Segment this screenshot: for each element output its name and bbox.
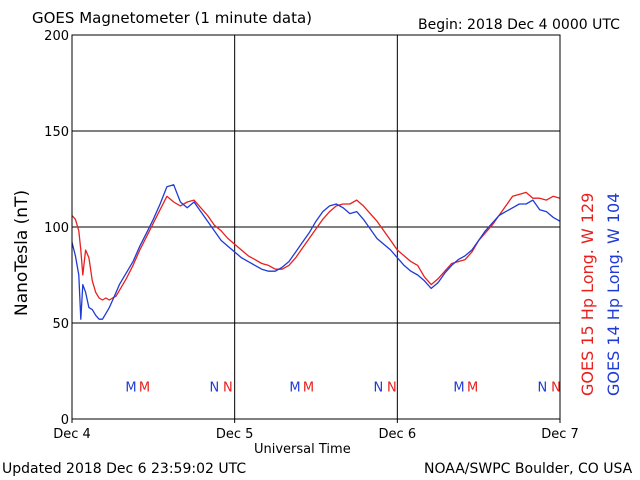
legend-goes14: GOES 14 Hp Long. W 104 (604, 192, 623, 396)
mn-marker: M (125, 380, 136, 395)
credit-text: NOAA/SWPC Boulder, CO USA (424, 461, 633, 477)
x-tick-label: Dec 7 (541, 427, 579, 442)
mn-marker: N (538, 380, 548, 395)
y-tick-label: 0 (61, 413, 69, 428)
series-line-goes14 (71, 184, 561, 320)
grid (72, 35, 560, 419)
updated-timestamp: Updated 2018 Dec 6 23:59:02 UTC (2, 461, 247, 477)
legend-goes15: GOES 15 Hp Long. W 129 (578, 192, 597, 396)
y-tick-labels: 0 50 100 150 200 (44, 29, 69, 428)
y-tick-label: 150 (44, 125, 69, 140)
mn-marker: N (551, 380, 561, 395)
y-tick-label: 200 (44, 29, 69, 44)
mn-marker: M (289, 380, 300, 395)
series-lines (71, 184, 561, 320)
series-line-goes15 (71, 191, 561, 301)
mn-marker: N (209, 380, 219, 395)
mn-marker: M (453, 380, 464, 395)
mn-marker: N (223, 380, 233, 395)
mn-marker: N (373, 380, 383, 395)
mn-marker: M (467, 380, 478, 395)
mn-marker: M (303, 380, 314, 395)
mn-marker: N (387, 380, 397, 395)
x-tick-label: Dec 5 (216, 427, 254, 442)
begin-time: Begin: 2018 Dec 4 0000 UTC (418, 17, 620, 33)
x-tick-label: Dec 4 (53, 427, 91, 442)
x-tick-label: Dec 6 (379, 427, 417, 442)
y-tick-label: 50 (52, 317, 69, 332)
mn-marker: M (139, 380, 150, 395)
chart-title: GOES Magnetometer (1 minute data) (32, 9, 313, 27)
y-axis-label: NanoTesla (nT) (12, 189, 32, 316)
y-tick-label: 100 (44, 221, 69, 236)
x-axis-label: Universal Time (254, 442, 351, 457)
plot-frame (71, 34, 561, 420)
x-tick-labels: Dec 4 Dec 5 Dec 6 Dec 7 (53, 419, 579, 442)
